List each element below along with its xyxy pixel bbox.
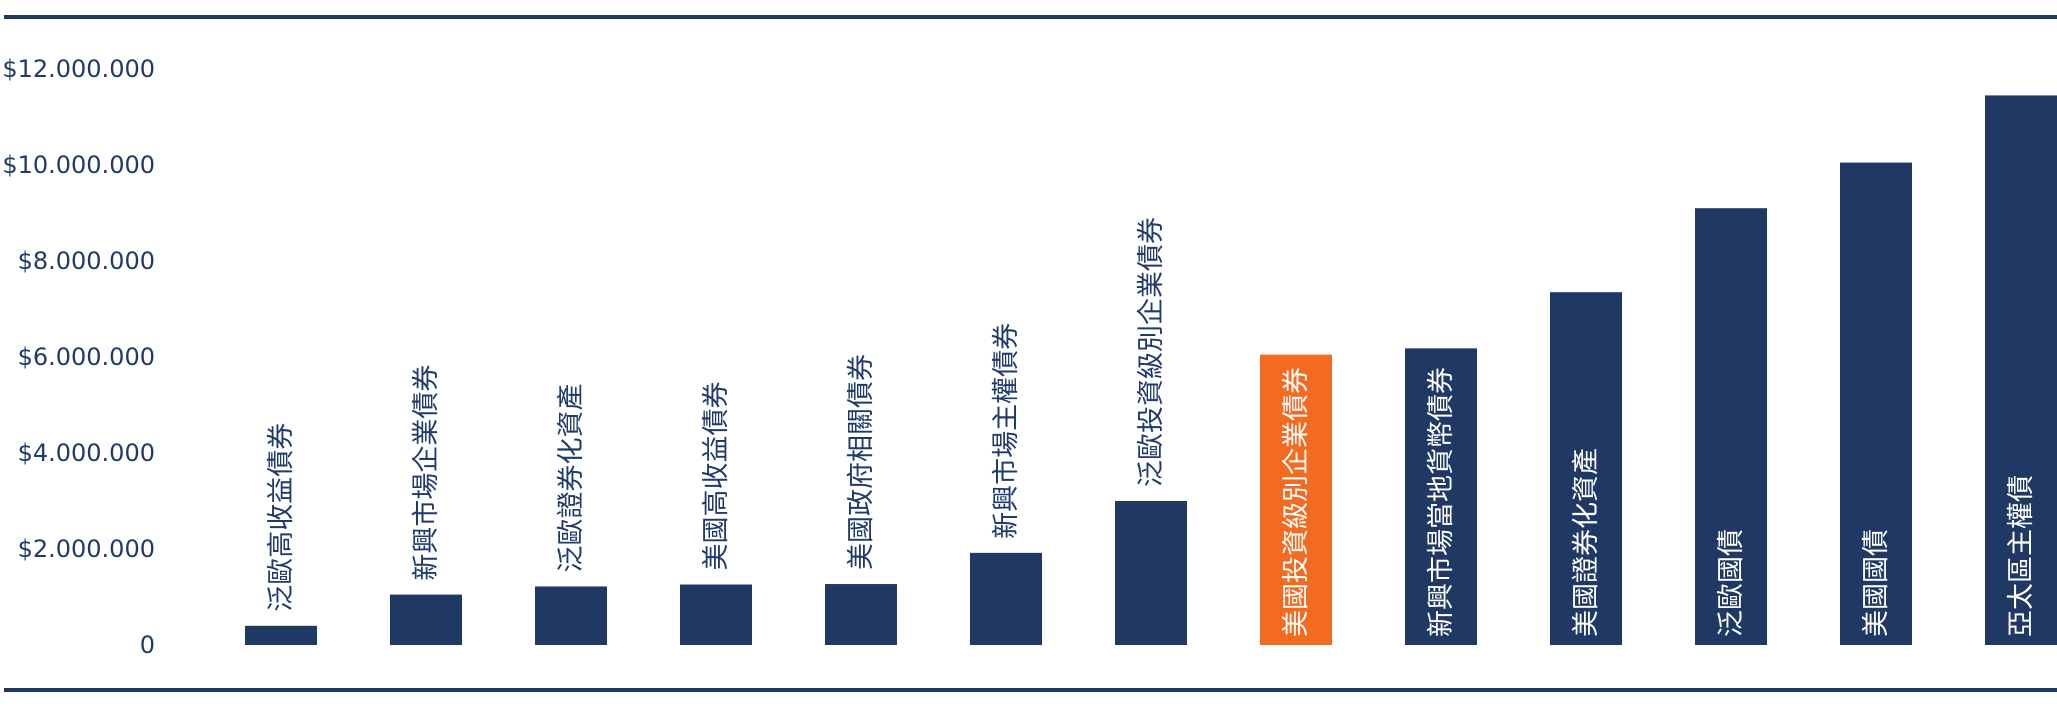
bar-category-label: 泛歐證券化資產 — [556, 383, 587, 572]
y-axis: 0 $2.000.000 $4.000.000 $6.000.000 $8.000.00… — [2, 55, 155, 659]
y-tick-label: $10.000.000 — [2, 151, 155, 179]
y-tick-label: $4.000.000 — [18, 439, 155, 467]
y-tick-label: $2.000.000 — [18, 535, 155, 563]
bar — [1985, 95, 2057, 645]
bar — [1405, 348, 1477, 645]
bar — [1115, 501, 1187, 645]
y-tick-label: 0 — [140, 631, 155, 659]
bar — [825, 584, 897, 645]
bar — [1695, 208, 1767, 645]
bar-category-label: 泛歐投資級別企業債券 — [1136, 217, 1167, 487]
bar — [1840, 162, 1912, 645]
bar-category-label: 新興市場主權債券 — [991, 323, 1022, 539]
bar — [680, 584, 752, 645]
y-tick-label: $12.000.000 — [2, 55, 155, 83]
bar — [535, 586, 607, 645]
bar — [1550, 292, 1622, 645]
bar-category-label: 亞太區主權債 — [2006, 475, 2037, 637]
bar — [245, 625, 317, 645]
bar-category-label: 美國證券化資產 — [1571, 448, 1602, 637]
bar-category-label: 泛歐國債 — [1716, 529, 1747, 637]
bar-category-label: 美國國債 — [1861, 529, 1892, 637]
y-tick-label: $6.000.000 — [18, 343, 155, 371]
bar — [1260, 354, 1332, 645]
bars: 泛歐高收益債券 新興市場企業債券 泛歐證券化資產 美國高收益債券 美國政府相關債券 新興市… — [245, 95, 2057, 645]
y-tick-label: $8.000.000 — [18, 247, 155, 275]
bar — [970, 552, 1042, 645]
bar — [390, 594, 462, 645]
bar-category-label: 新興市場當地貨幣債券 — [1426, 367, 1457, 637]
bar-category-label: 泛歐高收益債券 — [266, 423, 297, 612]
bar-category-label: 美國投資級別企業債券 — [1281, 367, 1312, 637]
bar-category-label: 美國高收益債券 — [701, 382, 732, 571]
bar-category-label: 美國政府相關債券 — [846, 354, 877, 570]
bar-category-label: 新興市場企業債券 — [411, 365, 442, 581]
